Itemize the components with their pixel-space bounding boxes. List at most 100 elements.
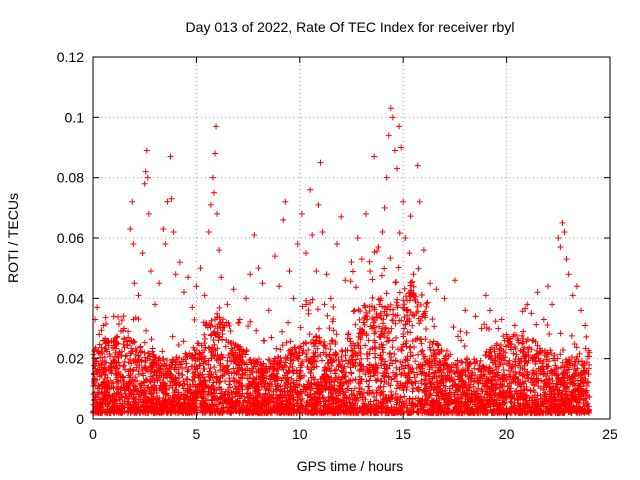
data-point [579, 374, 586, 381]
data-point [119, 373, 126, 380]
data-point [116, 348, 123, 355]
data-point [110, 357, 117, 364]
data-point [251, 231, 258, 238]
data-point [305, 391, 312, 398]
data-point [396, 123, 403, 130]
data-point [189, 304, 196, 311]
data-point [480, 364, 487, 371]
data-point [164, 357, 171, 364]
data-point [170, 389, 177, 396]
data-point [423, 326, 430, 333]
data-point [168, 195, 175, 202]
data-point [121, 385, 128, 392]
data-point [555, 235, 562, 241]
data-point [412, 395, 419, 402]
data-point [373, 409, 380, 416]
data-point [323, 271, 330, 278]
data-point [150, 386, 157, 393]
data-point [573, 393, 580, 400]
data-point [240, 348, 247, 355]
data-point [582, 375, 589, 382]
data-point [571, 380, 578, 387]
data-point [115, 394, 122, 401]
data-point [394, 397, 401, 404]
data-point [335, 362, 342, 369]
data-point [440, 391, 447, 398]
data-point [119, 317, 126, 324]
data-point [330, 327, 337, 334]
data-point [173, 386, 180, 393]
data-point [557, 244, 564, 251]
data-point [247, 391, 254, 398]
data-point [393, 334, 400, 341]
data-point [138, 365, 145, 372]
data-point [283, 397, 290, 404]
data-point [318, 378, 325, 385]
data-point [406, 315, 413, 322]
data-point [264, 401, 271, 408]
data-point [175, 379, 182, 386]
data-point [353, 284, 360, 291]
data-point [388, 376, 395, 383]
data-point [428, 362, 435, 369]
data-point [339, 358, 346, 365]
data-point [546, 391, 553, 398]
data-point [438, 388, 445, 395]
data-point [385, 132, 392, 139]
data-point [285, 319, 292, 326]
data-point [477, 357, 484, 364]
data-point [230, 286, 237, 293]
data-point [535, 375, 542, 382]
data-point [456, 409, 463, 416]
data-point [183, 401, 190, 408]
data-point [231, 402, 238, 409]
data-point [100, 322, 107, 329]
data-point [546, 331, 553, 338]
data-point [270, 388, 277, 395]
data-point [438, 346, 445, 353]
data-point [236, 393, 243, 400]
data-point [302, 388, 309, 395]
data-point [107, 406, 114, 413]
data-point [301, 372, 308, 379]
data-point [535, 355, 542, 362]
data-point [561, 228, 568, 235]
data-point [299, 303, 306, 310]
data-point [558, 394, 565, 401]
data-point [482, 292, 489, 299]
data-point [294, 397, 301, 404]
data-point [126, 374, 133, 381]
data-point [508, 341, 515, 348]
data-point [190, 373, 197, 380]
data-point [371, 249, 378, 256]
data-point [371, 350, 378, 357]
data-point [90, 370, 97, 377]
data-point [91, 376, 98, 383]
data-point [359, 330, 366, 337]
data-point [544, 363, 551, 370]
data-point [298, 210, 305, 217]
data-point [312, 409, 319, 416]
data-point [461, 343, 468, 350]
data-point [196, 362, 203, 369]
data-point [495, 376, 502, 383]
data-point [210, 379, 217, 386]
data-point [181, 391, 188, 398]
data-point [241, 393, 248, 400]
data-point [327, 340, 334, 347]
data-point [491, 400, 498, 407]
data-point [268, 334, 275, 341]
data-point [430, 347, 437, 354]
data-point [555, 408, 562, 415]
data-point [288, 386, 295, 393]
data-point [131, 339, 138, 346]
data-point [253, 327, 260, 334]
data-point [357, 350, 364, 357]
data-point [262, 390, 269, 397]
data-point [443, 376, 450, 383]
data-point [490, 373, 497, 380]
data-point [517, 389, 524, 396]
data-point [370, 401, 377, 408]
data-point [442, 400, 449, 407]
data-point [397, 371, 404, 378]
